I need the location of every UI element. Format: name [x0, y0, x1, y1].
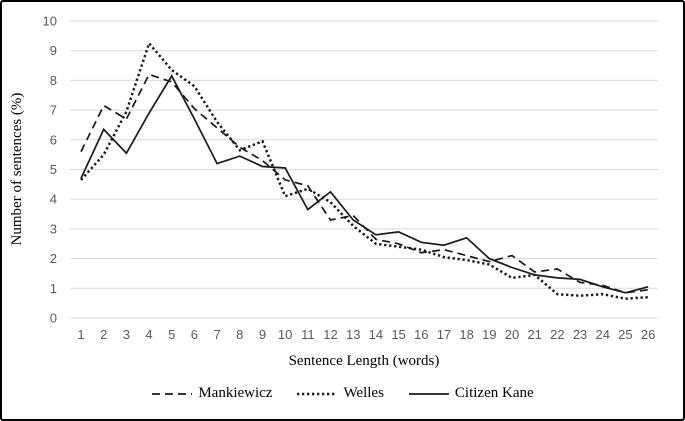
x-tick-label-7: 7: [213, 327, 220, 342]
x-tick-label-11: 11: [301, 327, 315, 342]
legend-item-mankiewicz: Mankiewicz: [151, 385, 272, 402]
y-tick-label-9: 9: [50, 43, 57, 58]
x-tick-label-12: 12: [323, 327, 337, 342]
y-tick-label-2: 2: [50, 251, 57, 266]
x-tick-label-22: 22: [550, 327, 564, 342]
y-tick-label-0: 0: [50, 311, 57, 326]
x-tick-label-16: 16: [414, 327, 428, 342]
legend-item-welles: Welles: [296, 385, 384, 402]
x-tick-label-4: 4: [145, 327, 152, 342]
x-tick-label-25: 25: [618, 327, 632, 342]
x-tick-label-1: 1: [77, 327, 84, 342]
x-tick-label-18: 18: [459, 327, 473, 342]
legend: Mankiewicz Welles Citizen Kane: [2, 385, 683, 402]
x-axis-title: Sentence Length (words): [288, 353, 440, 369]
series-line-citizen-kane: [80, 74, 649, 294]
legend-label: Citizen Kane: [454, 385, 534, 401]
x-tick-label-5: 5: [168, 327, 175, 342]
legend-item-citizen-kane: Citizen Kane: [408, 385, 534, 402]
y-tick-label-5: 5: [50, 162, 57, 177]
series-line-mankiewicz: [80, 73, 649, 294]
x-tick-label-9: 9: [259, 327, 266, 342]
x-tick-label-2: 2: [100, 327, 107, 342]
x-tick-label-19: 19: [482, 327, 496, 342]
x-tick-label-14: 14: [369, 327, 383, 342]
x-tick-label-8: 8: [236, 327, 243, 342]
x-tick-label-13: 13: [346, 327, 360, 342]
x-tick-label-20: 20: [505, 327, 519, 342]
x-tick-label-17: 17: [437, 327, 451, 342]
y-tick-label-4: 4: [50, 192, 57, 207]
y-tick-label-7: 7: [50, 103, 57, 118]
y-tick-label-1: 1: [50, 281, 57, 296]
x-tick-label-6: 6: [191, 327, 198, 342]
y-tick-label-6: 6: [50, 132, 57, 147]
x-tick-label-21: 21: [527, 327, 541, 342]
x-tick-label-23: 23: [573, 327, 587, 342]
x-tick-label-26: 26: [641, 327, 655, 342]
y-tick-label-3: 3: [50, 221, 57, 236]
series-line-welles: [80, 40, 649, 300]
legend-label: Welles: [343, 385, 384, 401]
x-tick-label-15: 15: [391, 327, 405, 342]
solid-line-sample-icon: [408, 392, 449, 395]
x-tick-label-3: 3: [123, 327, 130, 342]
dotted-line-sample-icon: [297, 392, 338, 395]
y-tick-label-8: 8: [50, 73, 57, 88]
legend-label: Mankiewicz: [198, 385, 273, 401]
y-tick-label-10: 10: [43, 14, 57, 29]
dashed-line-sample-icon: [152, 392, 193, 395]
y-axis-title: Number of sentences (%): [9, 92, 25, 246]
x-tick-label-10: 10: [278, 327, 292, 342]
x-tick-label-24: 24: [595, 327, 609, 342]
